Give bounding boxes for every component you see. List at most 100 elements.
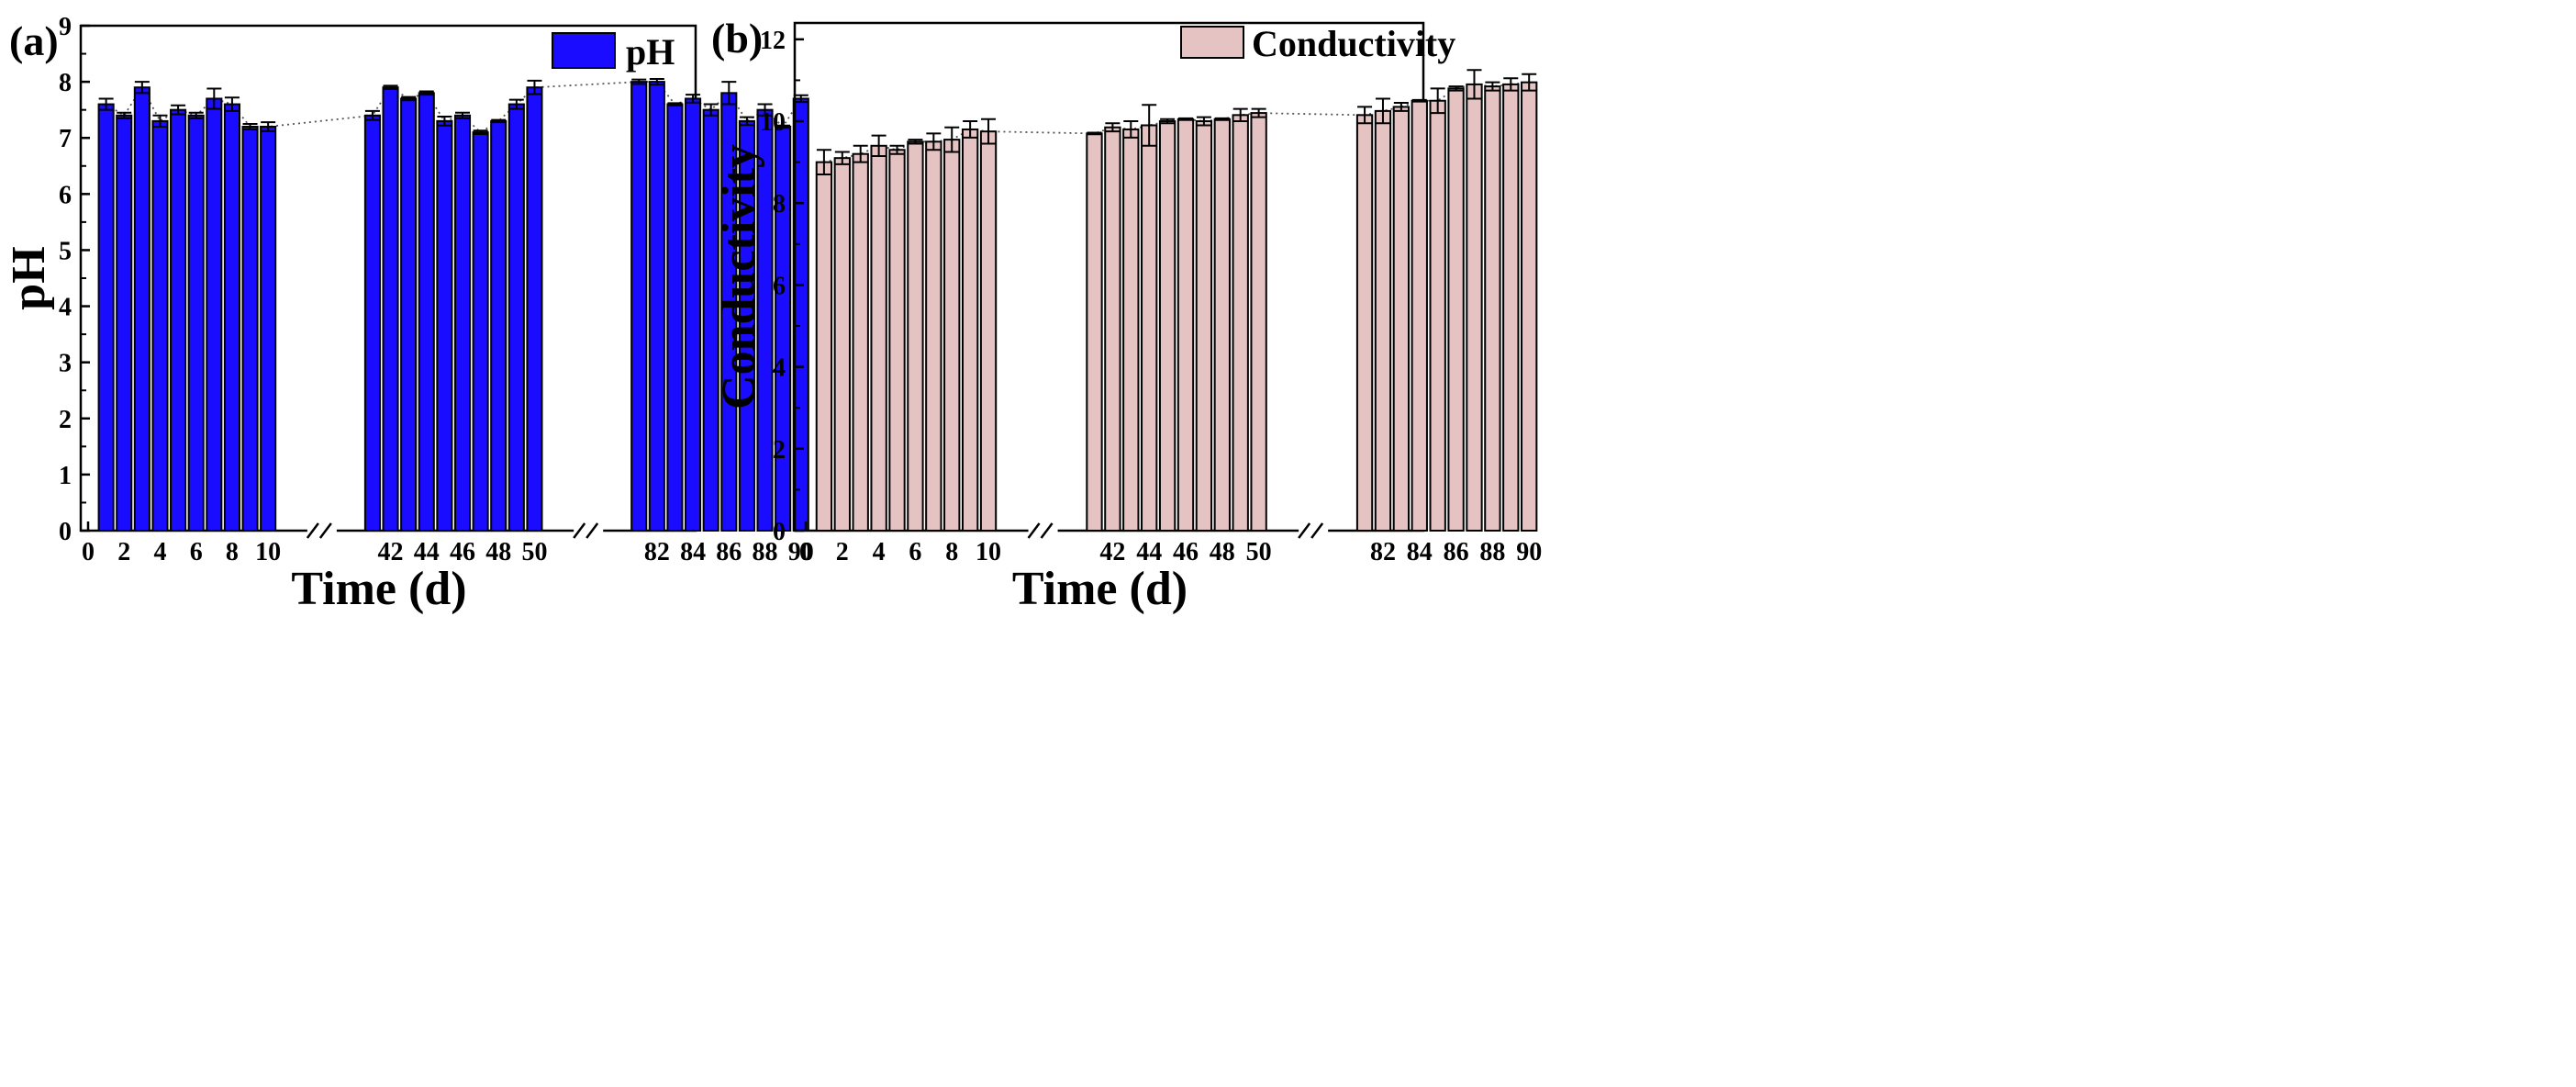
bar	[363, 114, 381, 532]
x-tick-label: 86	[1444, 538, 1469, 566]
bar	[241, 126, 259, 532]
bar	[490, 119, 507, 532]
x-tick-label: 84	[1407, 538, 1433, 566]
bar	[223, 103, 240, 532]
x-tick-label: 2	[117, 538, 130, 566]
x-axis-title: Time (d)	[291, 563, 466, 615]
bar	[852, 152, 869, 532]
x-tick-label: 50	[1246, 538, 1272, 566]
x-tick-label: 50	[521, 538, 547, 566]
axis-break-mark	[585, 522, 599, 539]
x-tick-label: 46	[1173, 538, 1199, 566]
y-tick-label: 2	[773, 436, 786, 465]
x-tick-label: 42	[1099, 538, 1125, 566]
x-tick-label: 84	[680, 538, 706, 566]
bar	[1466, 83, 1483, 532]
y-tick-label: 6	[59, 181, 72, 209]
bar	[870, 144, 887, 532]
x-tick-label: 86	[716, 538, 742, 566]
y-tick-label: 8	[773, 190, 786, 219]
bar	[116, 114, 133, 532]
bar	[206, 97, 223, 532]
y-axis-title: pH	[3, 246, 55, 309]
bar	[961, 128, 979, 532]
bar	[1355, 114, 1374, 532]
axis-break-mark	[1298, 522, 1311, 539]
bar	[170, 108, 187, 532]
x-tick-label: 88	[753, 538, 778, 566]
bar	[888, 149, 906, 532]
bar	[943, 139, 961, 532]
x-tick-label: 0	[799, 538, 812, 566]
y-tick-label: 3	[59, 350, 72, 378]
bar	[685, 97, 702, 532]
axis-break-mark	[306, 522, 319, 539]
bar	[187, 114, 205, 532]
x-tick-label: 90	[1516, 538, 1542, 566]
bar	[1122, 128, 1140, 532]
bar	[1195, 120, 1213, 532]
bar	[1232, 114, 1249, 532]
bar	[1104, 126, 1121, 532]
bar	[815, 161, 833, 532]
bar	[1521, 81, 1538, 532]
y-tick-label: 0	[59, 518, 72, 546]
x-tick-label: 8	[226, 538, 239, 566]
bar	[666, 103, 684, 532]
y-tick-label: 4	[773, 354, 786, 383]
bar	[833, 157, 851, 532]
x-tick-label: 0	[82, 538, 95, 566]
y-tick-label: 0	[773, 518, 786, 546]
y-tick-label: 8	[59, 69, 72, 97]
bar	[925, 140, 942, 532]
panel-label: (a)	[9, 17, 59, 64]
y-tick-label: 4	[59, 294, 72, 322]
x-tick-label: 10	[976, 538, 1001, 566]
bar	[1176, 118, 1195, 532]
y-tick-label: 1	[59, 462, 72, 490]
y-tick-label: 7	[59, 125, 72, 153]
x-tick-label: 44	[414, 538, 440, 566]
bar	[907, 140, 924, 532]
x-tick-label: 82	[1370, 538, 1396, 566]
bar	[382, 86, 399, 532]
y-tick-label: 2	[59, 406, 72, 434]
x-tick-label: 46	[450, 538, 475, 566]
x-tick-label: 90	[788, 538, 814, 566]
bar	[1250, 112, 1267, 532]
bar	[1429, 99, 1446, 532]
bar	[979, 130, 998, 532]
x-tick-label: 4	[873, 538, 886, 566]
y-tick-label: 9	[59, 13, 72, 41]
bar	[1374, 109, 1392, 532]
trend-line	[106, 81, 802, 134]
x-tick-label: 10	[255, 538, 281, 566]
axis-break-mark	[318, 522, 332, 539]
bar	[472, 131, 489, 532]
bar	[436, 119, 453, 532]
bar	[648, 81, 665, 532]
y-tick-label: 5	[59, 237, 72, 265]
legend-swatch	[552, 32, 616, 69]
bar	[133, 86, 151, 532]
bar	[1141, 124, 1158, 532]
legend-swatch	[1180, 26, 1244, 59]
x-tick-label: 4	[153, 538, 166, 566]
bar	[1484, 85, 1501, 532]
x-tick-label: 48	[485, 538, 511, 566]
x-tick-label: 48	[1210, 538, 1235, 566]
x-tick-label: 8	[945, 538, 958, 566]
bar	[97, 103, 115, 532]
bar	[151, 119, 169, 532]
bar	[1411, 99, 1428, 532]
axis-break-mark	[1027, 522, 1041, 539]
y-tick-label: 6	[773, 272, 786, 300]
legend-label: Conductivity	[1252, 23, 1455, 64]
bar	[1158, 120, 1176, 532]
bar	[1213, 118, 1231, 532]
x-tick-label: 44	[1136, 538, 1162, 566]
bar	[630, 81, 648, 532]
